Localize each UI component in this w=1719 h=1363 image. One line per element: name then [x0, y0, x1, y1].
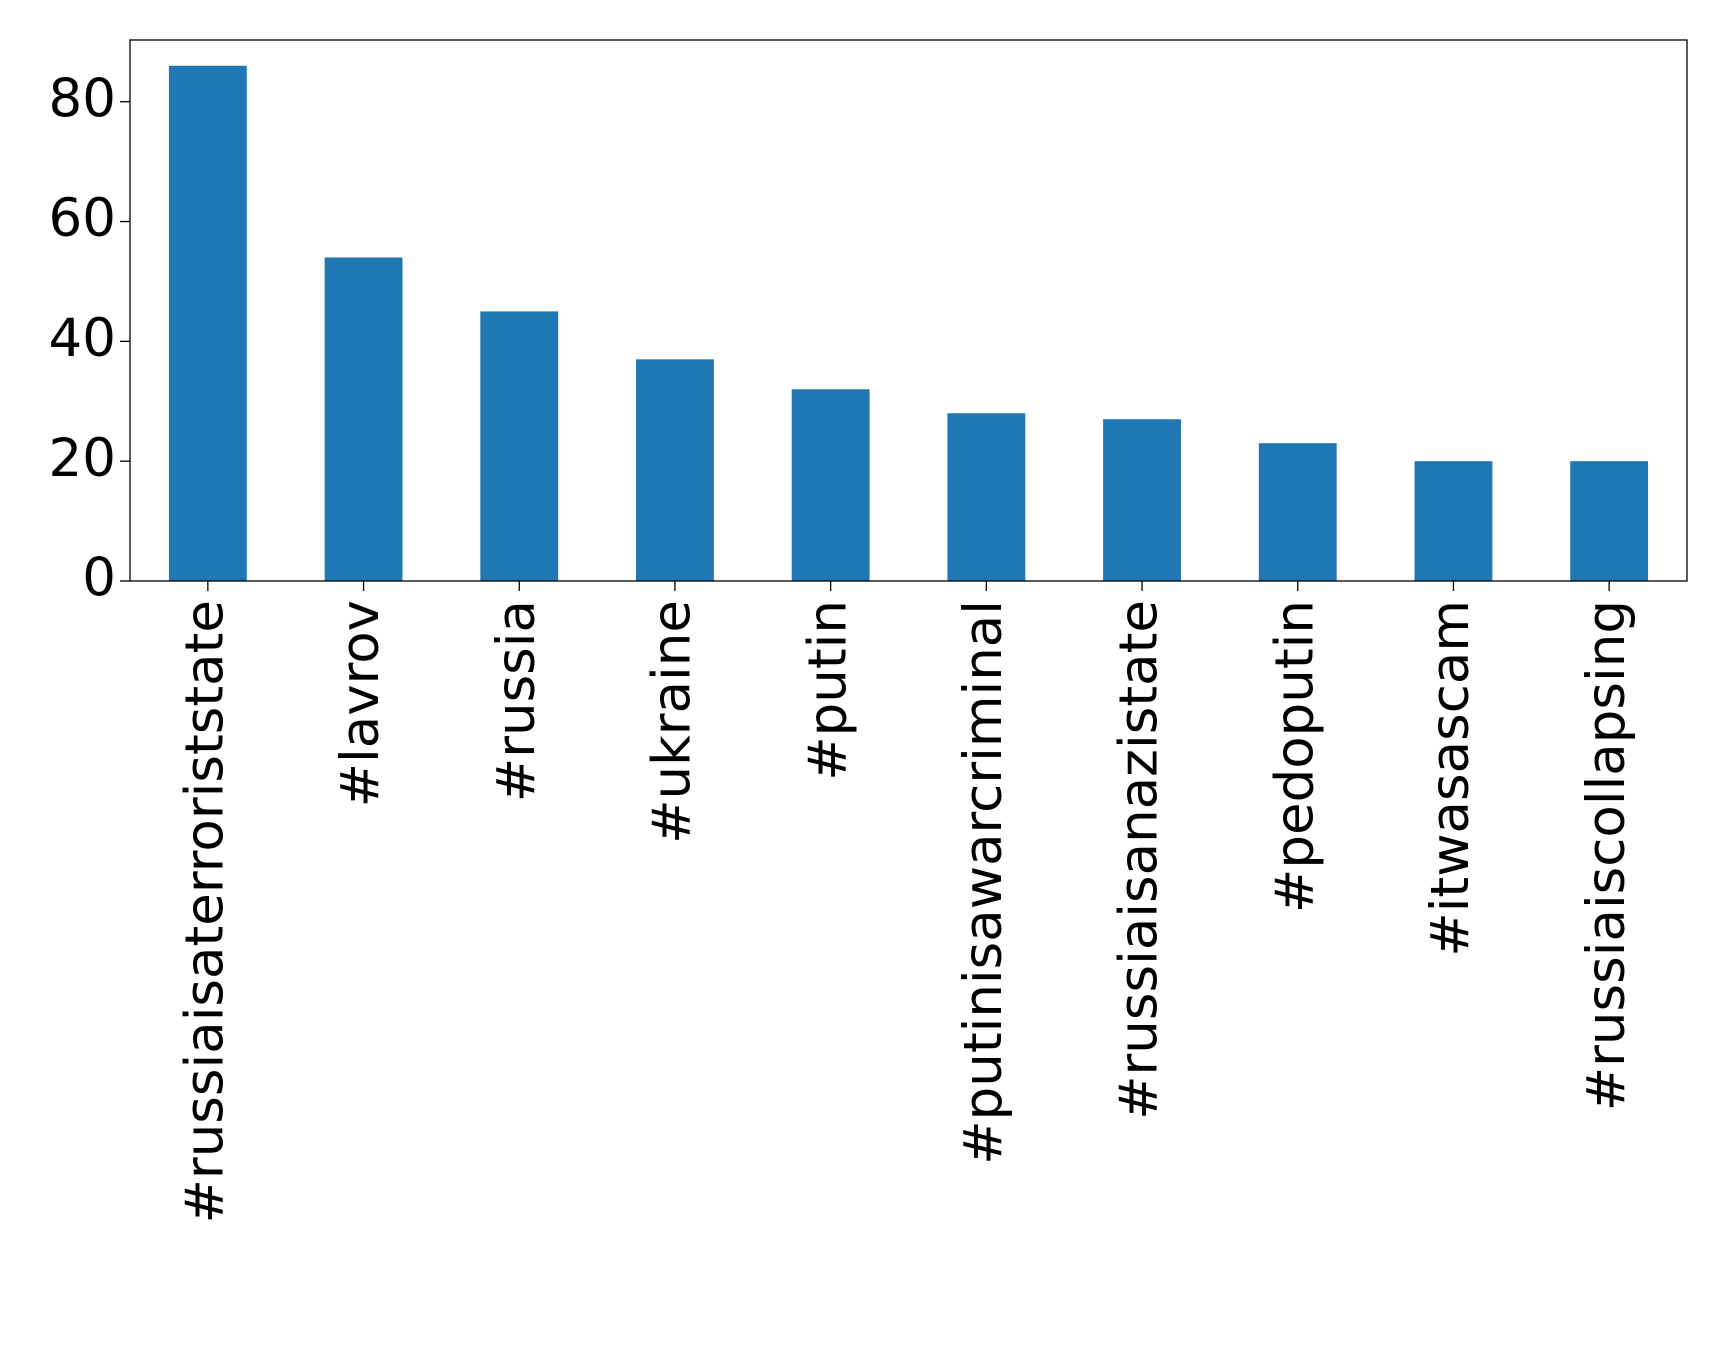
y-tick-label: 60 [49, 188, 116, 249]
bar [324, 257, 403, 581]
x-tick-label: #itwasascam [1420, 600, 1481, 957]
x-tick-label: #russiaisanazistate [1109, 600, 1170, 1120]
x-tick-label: #russiaiscollapsing [1576, 600, 1637, 1111]
bar [1414, 461, 1493, 581]
x-tick-label: #pedoputin [1264, 600, 1325, 913]
x-tick-label: #lavrov [330, 600, 391, 807]
x-tick-label: #russia [486, 600, 547, 802]
bar [636, 359, 714, 581]
bar [1103, 419, 1181, 581]
plot-frame [129, 39, 1688, 582]
y-tick-label: 20 [49, 428, 116, 489]
bar [1258, 443, 1337, 581]
x-tick-label: #putinisawarcriminal [953, 600, 1014, 1165]
bar [480, 311, 559, 581]
y-tick-label: 80 [49, 68, 116, 129]
x-tick-label: #ukraine [642, 600, 703, 844]
bar [791, 389, 870, 581]
x-tick-label: #russiaisaterroriststate [174, 600, 235, 1224]
bar [1570, 461, 1649, 581]
y-tick-label: 0 [82, 548, 116, 609]
bar [168, 65, 247, 581]
x-tick-label: #putin [797, 600, 858, 781]
bar [947, 413, 1026, 581]
y-tick-label: 40 [49, 308, 116, 369]
